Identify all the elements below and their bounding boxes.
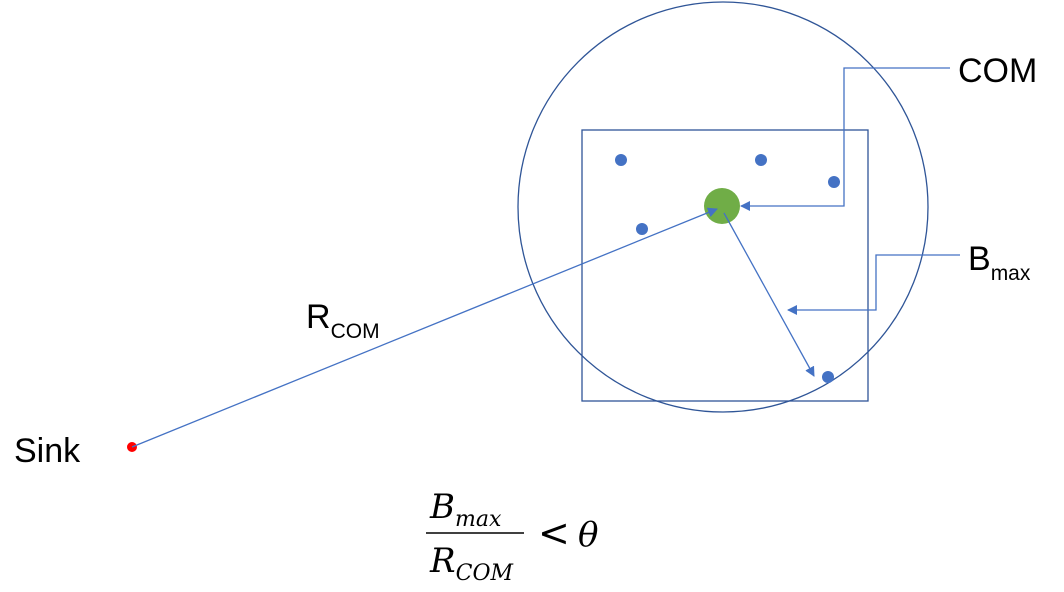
sensor-node (828, 176, 840, 188)
r-com-arrow (131, 207, 718, 448)
r-com-label-sub: COM (331, 320, 380, 343)
b-max-label-sub: max (991, 262, 1031, 285)
sensor-node (636, 223, 648, 235)
formula-numerator-sub: max (455, 507, 502, 532)
formula-denominator-sub: COM (456, 561, 514, 586)
sink-label: Sink (14, 432, 81, 470)
r-com-label-base: R (306, 298, 331, 336)
com-label: COM (958, 52, 1037, 90)
sensor-node (822, 371, 834, 383)
threshold-formula: Bmax RCOM < θ (426, 487, 598, 586)
b-max-distance-arrow (723, 212, 815, 377)
b-max-label-base: B (968, 240, 991, 278)
formula-operator: < (538, 511, 570, 555)
formula-denominator: RCOM (429, 541, 513, 586)
com-node (704, 188, 740, 224)
b-max-callout-connector (787, 254, 960, 315)
formula-numerator: Bmax (429, 487, 502, 532)
formula-denominator-base: R (429, 541, 456, 581)
r-com-label: RCOM (306, 298, 380, 343)
bounding-square (581, 129, 869, 402)
b-max-label: Bmax (968, 240, 1031, 285)
formula-numerator-base: B (429, 487, 455, 527)
com-callout-connector (740, 67, 950, 211)
bounding-circle (517, 1, 929, 413)
formula-threshold: θ (578, 515, 598, 555)
sensor-node (615, 154, 627, 166)
sensor-node (755, 154, 767, 166)
